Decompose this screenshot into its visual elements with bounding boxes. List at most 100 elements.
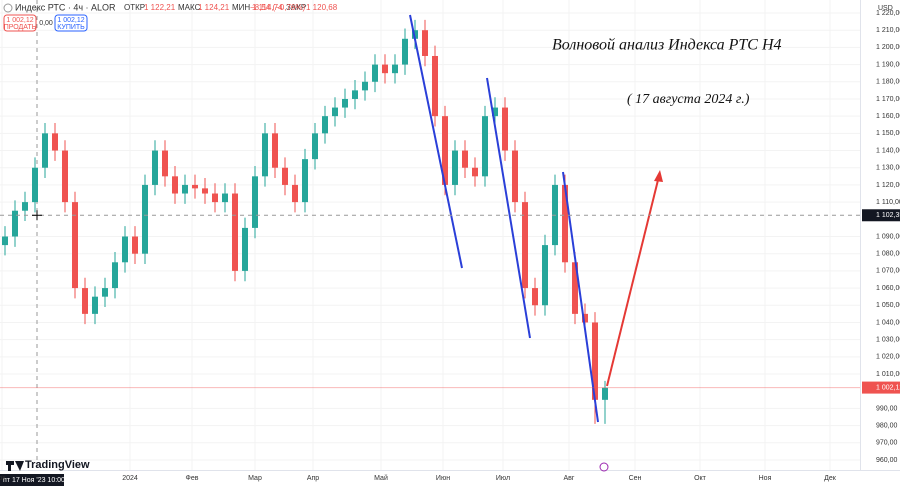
candle-body — [252, 176, 258, 228]
brand: TradingView — [25, 459, 90, 471]
candle-body — [92, 296, 98, 314]
buy-label: КУПИТЬ — [57, 24, 85, 31]
y-tick-label: 1 060,00 — [876, 285, 900, 292]
x-tick-label: Июл — [496, 475, 510, 482]
y-tick-label: 1 020,00 — [876, 354, 900, 361]
y-tick-label: 1 210,00 — [876, 27, 900, 34]
candle-body — [82, 288, 88, 314]
wave-drawings — [409, 14, 663, 423]
y-tick-label: 1 200,00 — [876, 44, 900, 51]
candle-body — [182, 184, 188, 194]
wave-line — [486, 77, 531, 339]
candle-body — [542, 245, 548, 306]
y-tick-label: 1 120,00 — [876, 182, 900, 189]
x-tick-label: Май — [374, 474, 388, 482]
ohlc-value: 1 120,68 — [306, 3, 338, 12]
candle-body — [212, 193, 218, 203]
x-tick-label: ок — [0, 475, 6, 482]
x-tick-label: Мар — [248, 475, 262, 482]
candle-body — [562, 184, 568, 263]
sell-price: 1 002,12 — [6, 17, 33, 24]
y-tick-label: 1 130,00 — [876, 165, 900, 172]
candle-body — [272, 133, 278, 168]
candle-body — [422, 30, 428, 56]
y-tick-label: 1 010,00 — [876, 371, 900, 378]
candle-body — [202, 188, 208, 194]
candle-body — [532, 288, 538, 306]
x-tick-label: Дек — [824, 475, 837, 482]
candle-body — [322, 116, 328, 134]
candle-body — [572, 262, 578, 314]
buy-button[interactable] — [54, 14, 88, 32]
forecast-arrow — [606, 175, 660, 387]
change: −8,54 (−0,76%) — [250, 3, 305, 12]
candle-body — [312, 133, 318, 160]
x-tick-label: Фев — [186, 475, 199, 482]
symbol-icon — [3, 3, 13, 13]
y-tick-label: 990,00 — [876, 405, 898, 412]
ohlc-label: МАКС — [178, 3, 201, 12]
candle-body — [482, 116, 488, 177]
y-tick-label: 1 220,00 — [876, 10, 900, 17]
candle-body — [242, 227, 248, 271]
candle-body — [602, 387, 608, 400]
y-tick-label: 1 050,00 — [876, 302, 900, 309]
event-icon[interactable] — [599, 462, 609, 472]
candle-body — [342, 98, 348, 108]
x-tick-label: 2024 — [122, 475, 138, 482]
candle-body — [222, 193, 228, 203]
y-tick-label: 1 140,00 — [876, 147, 900, 154]
y-tick-label: 1 070,00 — [876, 268, 900, 275]
candle-body — [292, 184, 298, 203]
logo-mark — [6, 461, 24, 471]
ohlc-label: МИН — [232, 3, 250, 12]
y-tick-label: 960,00 — [876, 457, 898, 464]
wave-line — [562, 171, 599, 423]
candle-body — [582, 313, 588, 323]
y-tick-label: 1 150,00 — [876, 130, 900, 137]
y-tick-label: 1 080,00 — [876, 251, 900, 258]
grid — [0, 0, 860, 470]
candle-body — [502, 107, 508, 151]
y-tick-label: 1 170,00 — [876, 96, 900, 103]
currency: USD — [878, 5, 893, 12]
y-tick-label: 970,00 — [876, 440, 898, 447]
last-price: 1 002,12 — [876, 384, 900, 391]
candle-body — [52, 133, 58, 151]
sell-button[interactable] — [3, 14, 37, 32]
candle-body — [112, 262, 118, 289]
candle-body — [142, 184, 148, 254]
candle-body — [432, 55, 438, 117]
ohlc-value: 1 122,21 — [144, 3, 176, 12]
candle-body — [522, 202, 528, 289]
candle-body — [32, 167, 38, 203]
candle-body — [402, 38, 408, 65]
y-tick-label: 980,00 — [876, 422, 898, 429]
candle-body — [472, 167, 478, 177]
candle-body — [372, 64, 378, 82]
candle-body — [162, 150, 168, 177]
candle-body — [462, 150, 468, 168]
candle-body — [2, 236, 8, 246]
candle-body — [262, 133, 268, 177]
candle-body — [362, 81, 368, 91]
x-tick-label: Авг — [564, 475, 575, 482]
x-tick-label: Июн — [436, 475, 450, 482]
arrow-head — [654, 170, 663, 182]
candle-body — [392, 64, 398, 74]
sell-label: ПРОДАТЬ — [4, 24, 37, 31]
candle-body — [452, 150, 458, 185]
candle-body — [102, 288, 108, 297]
y-tick-label: 1 090,00 — [876, 233, 900, 240]
candle-body — [492, 107, 498, 117]
x-tick-label: Окт — [694, 475, 707, 482]
annotation-date: ( 17 августа 2024 г.) — [627, 92, 750, 107]
y-tick-label: 1 030,00 — [876, 336, 900, 343]
ohlc-label: ОТКР — [124, 3, 145, 12]
ohlc-value: 1 124,21 — [198, 3, 230, 12]
candle-body — [442, 116, 448, 185]
candle-body — [122, 236, 128, 263]
